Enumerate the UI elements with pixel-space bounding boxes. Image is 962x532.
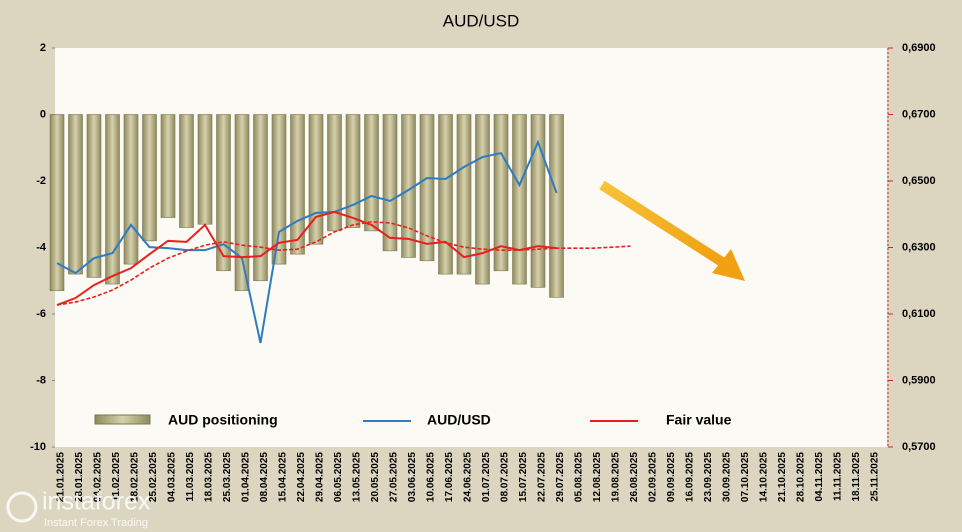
y-tick-label: 2 (40, 42, 46, 54)
bar (512, 114, 527, 285)
x-tick-label: 04.11.2025 (814, 452, 825, 502)
y2-tick-label: 0,6700 (902, 108, 936, 120)
x-tick-label: 01.04.2025 (241, 452, 252, 502)
legend-label: AUD positioning (168, 412, 278, 428)
x-tick-label: 08.07.2025 (500, 452, 511, 502)
x-tick-label: 29.07.2025 (555, 452, 566, 502)
x-tick-label: 18.02.2025 (130, 452, 141, 502)
x-tick-label: 20.05.2025 (370, 452, 381, 502)
x-tick-label: 11.03.2025 (185, 452, 196, 502)
line (56, 210, 557, 306)
y-tick-label: 0 (40, 108, 46, 120)
x-tick-label: 22.04.2025 (296, 452, 307, 502)
legend-label: AUD/USD (427, 412, 491, 428)
x-tick-label: 15.04.2025 (278, 452, 289, 502)
x-tick-label: 07.10.2025 (740, 452, 751, 502)
x-tick-label: 03.06.2025 (407, 452, 418, 502)
x-tick-label: 05.08.2025 (574, 452, 585, 502)
bar (142, 114, 157, 242)
x-tick-label: 25.03.2025 (222, 452, 233, 502)
trend-arrow-head (712, 249, 745, 281)
bar (419, 114, 435, 262)
y2-tick-label: 0,5900 (902, 374, 936, 386)
x-tick-label: 21.10.2025 (777, 452, 788, 502)
bar (438, 114, 453, 275)
x-tick-label: 28.01.2025 (74, 452, 85, 502)
y-tick-label: -8 (36, 374, 46, 386)
y2-tick-label: 0,6100 (902, 308, 936, 320)
bar (475, 114, 490, 285)
x-tick-label: 30.09.2025 (722, 452, 733, 502)
bar (456, 114, 472, 275)
bar (345, 114, 361, 228)
x-tick-label: 01.07.2025 (481, 452, 492, 502)
bar (216, 114, 231, 272)
bar (105, 114, 120, 285)
x-tick-label: 26.08.2025 (629, 452, 640, 502)
x-tick-label: 29.04.2025 (315, 452, 326, 502)
watermark-brand: instaforex (42, 488, 151, 516)
x-tick-label: 25.11.2025 (870, 452, 881, 502)
x-tick-label: 02.09.2025 (648, 452, 659, 502)
y-tick-label: -4 (36, 241, 47, 253)
x-tick-label: 23.09.2025 (703, 452, 714, 502)
legend-label: Fair value (666, 412, 732, 428)
x-tick-label: 25.02.2025 (148, 452, 159, 502)
x-tick-label: 15.07.2025 (518, 452, 529, 502)
bar (160, 114, 176, 218)
x-tick-label: 13.05.2025 (352, 452, 363, 502)
bar (382, 114, 398, 252)
y-tick-label: -2 (36, 175, 46, 187)
x-tick-label: 14.10.2025 (759, 452, 770, 502)
y-tick-label: -10 (30, 441, 46, 453)
bar (549, 114, 564, 298)
x-tick-label: 06.05.2025 (333, 452, 344, 502)
x-tick-label: 10.06.2025 (426, 452, 437, 502)
y2-tick-label: 0,6300 (902, 241, 936, 253)
bar (364, 114, 379, 232)
chart-title: AUD/USD (443, 11, 520, 30)
bar (234, 114, 250, 292)
watermark-icon (6, 491, 38, 523)
x-tick-label: 17.06.2025 (444, 452, 455, 502)
x-tick-label: 11.11.2025 (833, 452, 844, 501)
y-tick-label: -6 (36, 308, 46, 320)
bar (179, 114, 194, 228)
x-tick-label: 24.06.2025 (463, 452, 474, 502)
bar (86, 114, 102, 278)
x-tick-label: 12.08.2025 (592, 452, 603, 502)
y2-tick-label: 0,5700 (902, 441, 936, 453)
x-tick-label: 28.10.2025 (796, 452, 807, 502)
trend-arrow (599, 180, 725, 267)
bar (123, 114, 139, 265)
line (56, 139, 558, 344)
y2-tick-label: 0,6500 (902, 175, 936, 187)
bar (308, 114, 324, 245)
bar (49, 114, 65, 292)
bar (68, 114, 83, 275)
x-tick-label: 18.11.2025 (851, 452, 862, 502)
x-tick-label: 21.01.2025 (56, 452, 67, 502)
x-tick-label: 18.03.2025 (204, 452, 215, 502)
x-tick-label: 09.09.2025 (666, 452, 677, 502)
x-tick-label: 27.05.2025 (389, 452, 400, 502)
legend-swatch (94, 414, 151, 425)
x-tick-label: 04.02.2025 (93, 452, 104, 502)
x-tick-label: 04.03.2025 (167, 452, 178, 502)
bar (253, 114, 268, 282)
bar (327, 114, 342, 232)
bar (271, 114, 287, 265)
x-tick-label: 16.09.2025 (685, 452, 696, 502)
watermark: instaforex Instant Forex Trading (6, 488, 151, 529)
y2-tick-label: 0,6900 (902, 42, 936, 54)
x-tick-label: 22.07.2025 (537, 452, 548, 502)
watermark-tagline: Instant Forex Trading (44, 517, 148, 529)
fair-value-trend (56, 221, 631, 306)
x-tick-label: 11.02.2025 (111, 452, 122, 502)
x-tick-label: 19.08.2025 (611, 452, 622, 502)
x-tick-label: 08.04.2025 (259, 452, 270, 502)
bar (530, 114, 546, 288)
bar (197, 114, 213, 225)
